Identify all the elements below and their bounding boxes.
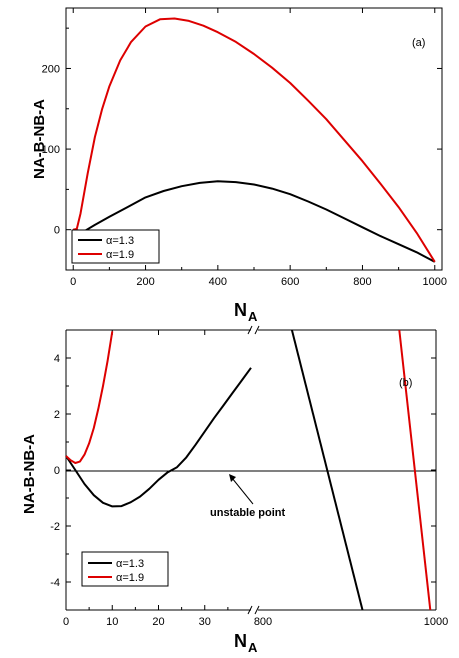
x-tick-label-b: 20 bbox=[152, 616, 164, 628]
series-line-b-left-alpha-1.9 bbox=[65, 331, 114, 464]
axis-break-top bbox=[247, 325, 260, 335]
legend-entry-b-alpha-1.3: α=1.3 bbox=[116, 558, 144, 570]
x-tick-label-b: 0 bbox=[63, 616, 69, 628]
series-line-a-alpha-1.3 bbox=[73, 180, 436, 263]
y-tick-label-a: 0 bbox=[54, 225, 60, 237]
legend-entry-a-alpha-1.3: α=1.3 bbox=[106, 235, 134, 247]
y-axis-label-a: NA-B-NB-A bbox=[31, 99, 48, 179]
x-tick-label-b: 1000 bbox=[424, 616, 448, 628]
legend-entry-a-alpha-1.9: α=1.9 bbox=[106, 249, 134, 261]
legend-a: α=1.3 α=1.9 bbox=[71, 229, 160, 264]
panel-label-a: (a) bbox=[412, 37, 425, 49]
series-line-b-right-alpha-1.9 bbox=[398, 329, 432, 611]
panel-label-b: (b) bbox=[399, 377, 412, 389]
panel-a: 0 200 400 600 800 1000 0 100 200 (a) N A NA-B-NB… bbox=[31, 7, 447, 324]
axis-break-bottom bbox=[247, 605, 260, 615]
x-tick-label-a: 0 bbox=[70, 276, 76, 288]
x-axis-label-a: N A bbox=[234, 300, 258, 324]
series-line-b-left-alpha-1.3 bbox=[65, 367, 252, 508]
svg-text:A: A bbox=[248, 309, 258, 324]
x-tick-label-b: 30 bbox=[199, 616, 211, 628]
x-tick-label-a: 600 bbox=[281, 276, 299, 288]
legend-b: α=1.3 α=1.9 bbox=[81, 551, 169, 587]
y-axis-label-b: NA-B-NB-A bbox=[21, 434, 38, 514]
x-tick-label-a: 1000 bbox=[423, 276, 447, 288]
unstable-point-annotation: unstable point bbox=[210, 474, 286, 519]
x-tick-label-a: 800 bbox=[353, 276, 371, 288]
series-line-b-right-alpha-1.3 bbox=[290, 329, 364, 611]
y-tick-label-b: 4 bbox=[54, 353, 60, 365]
svg-text:N: N bbox=[234, 631, 247, 651]
y-tick-label-b: -4 bbox=[50, 577, 60, 589]
x-tick-label-a: 400 bbox=[209, 276, 227, 288]
x-tick-label-a: 200 bbox=[136, 276, 154, 288]
y-tick-label-b: 0 bbox=[54, 465, 60, 477]
y-tick-label-b: -2 bbox=[50, 521, 60, 533]
y-tick-label-a: 200 bbox=[42, 63, 60, 75]
y-tick-label-a: 100 bbox=[42, 144, 60, 156]
x-axis-label-b: N A bbox=[234, 631, 258, 655]
x-tick-label-b: 800 bbox=[254, 616, 272, 628]
svg-text:N: N bbox=[234, 300, 247, 320]
x-tick-label-b: 10 bbox=[106, 616, 118, 628]
svg-text:A: A bbox=[248, 640, 258, 655]
series-line-a-alpha-1.9 bbox=[72, 17, 436, 263]
panel-b: 0 10 20 30 800 1000 -4 -2 0 2 4 (b) unstable point… bbox=[21, 325, 448, 655]
legend-entry-b-alpha-1.9: α=1.9 bbox=[116, 572, 144, 584]
y-tick-label-b: 2 bbox=[54, 409, 60, 421]
svg-text:unstable point: unstable point bbox=[210, 507, 286, 519]
